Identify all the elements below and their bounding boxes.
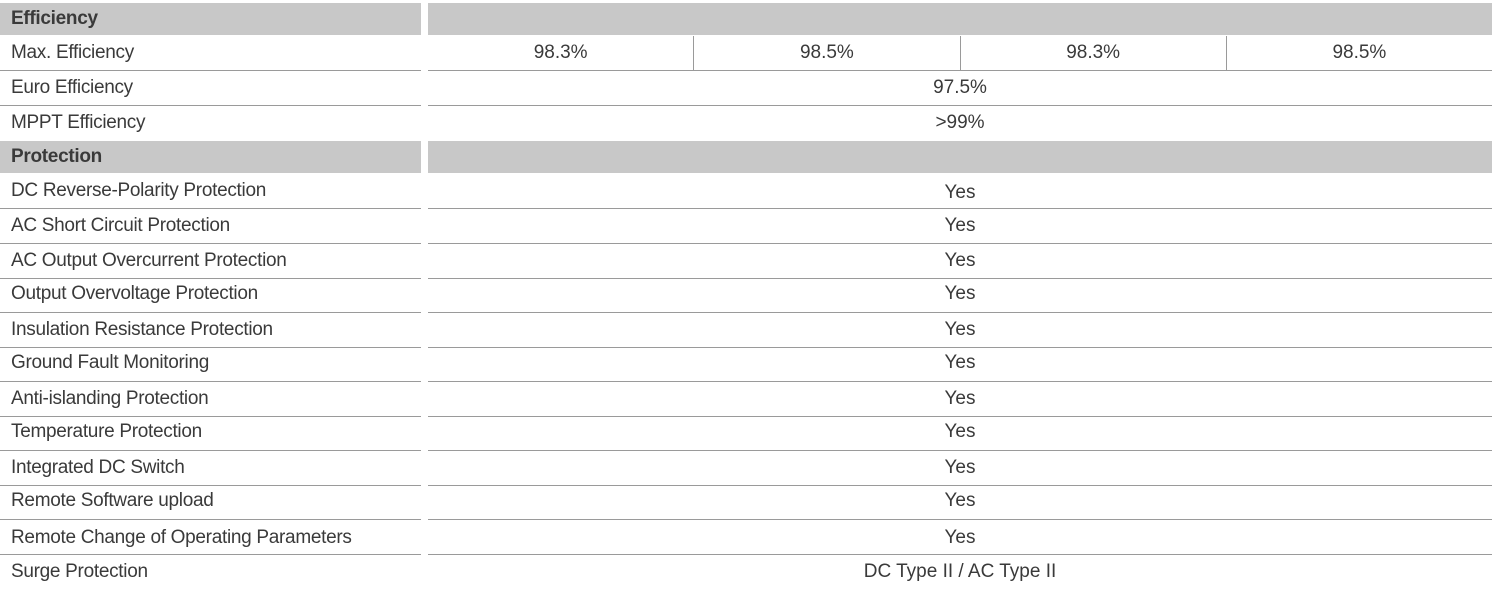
row-divider bbox=[428, 347, 1492, 348]
spec-row-temperature: Temperature Protection Yes bbox=[0, 417, 1494, 451]
spec-value: Yes bbox=[944, 352, 976, 373]
spec-row-max-efficiency: Max. Efficiency 98.3% 98.5% 98.3% 98.5% bbox=[0, 36, 1494, 70]
row-divider bbox=[0, 208, 421, 209]
spec-label: Ground Fault Monitoring bbox=[11, 352, 209, 373]
row-divider bbox=[0, 347, 421, 348]
spec-row-ac-short-circuit: AC Short Circuit Protection Yes bbox=[0, 209, 1494, 243]
spec-value: Yes bbox=[944, 215, 976, 236]
spec-value: Yes bbox=[944, 182, 976, 203]
row-divider bbox=[428, 485, 1492, 486]
value-cell: 98.3% bbox=[959, 36, 1226, 70]
row-divider bbox=[0, 70, 421, 71]
spec-row-insulation-resistance: Insulation Resistance Protection Yes bbox=[0, 313, 1494, 347]
spec-row-surge-protection: Surge Protection DC Type II / AC Type II bbox=[0, 555, 1494, 587]
value-cell: 98.5% bbox=[1225, 36, 1492, 70]
max-efficiency-values: 98.3% 98.5% 98.3% 98.5% bbox=[428, 36, 1492, 70]
row-divider bbox=[428, 70, 1492, 71]
spec-value: Yes bbox=[944, 457, 976, 478]
spec-label: AC Output Overcurrent Protection bbox=[11, 250, 287, 271]
spec-label: Output Overvoltage Protection bbox=[11, 283, 258, 304]
row-divider bbox=[0, 243, 421, 244]
row-divider bbox=[0, 278, 421, 279]
spec-label: Max. Efficiency bbox=[11, 42, 134, 63]
spec-value: Yes bbox=[944, 250, 976, 271]
section-header-fill bbox=[428, 3, 1492, 35]
spec-value: DC Type II / AC Type II bbox=[863, 561, 1057, 582]
spec-row-anti-islanding: Anti-islanding Protection Yes bbox=[0, 382, 1494, 416]
spec-label: DC Reverse-Polarity Protection bbox=[11, 180, 266, 201]
section-title: Efficiency bbox=[0, 3, 421, 35]
row-divider bbox=[428, 243, 1492, 244]
spec-value: 97.5% bbox=[933, 77, 987, 98]
spec-value: Yes bbox=[944, 283, 976, 304]
section-header-fill bbox=[428, 141, 1492, 173]
spec-value: >99% bbox=[935, 112, 985, 133]
row-divider bbox=[0, 416, 421, 417]
spec-label: Remote Software upload bbox=[11, 490, 214, 511]
spec-row-ac-output-overcurrent: AC Output Overcurrent Protection Yes bbox=[0, 244, 1494, 278]
spec-value: Yes bbox=[944, 388, 976, 409]
spec-label: Anti-islanding Protection bbox=[11, 388, 209, 409]
section-header-efficiency: Efficiency bbox=[0, 3, 1494, 35]
row-divider bbox=[0, 519, 421, 520]
value-cell: 98.3% bbox=[533, 42, 588, 63]
spec-value: Yes bbox=[944, 527, 976, 548]
row-divider bbox=[0, 485, 421, 486]
value-cell: 98.5% bbox=[693, 36, 959, 70]
spec-label: Remote Change of Operating Parameters bbox=[11, 527, 352, 548]
spec-row-remote-change-parameters: Remote Change of Operating Parameters Ye… bbox=[0, 520, 1494, 554]
spec-value: Yes bbox=[944, 319, 976, 340]
spec-row-dc-reverse-polarity: DC Reverse-Polarity Protection Yes bbox=[0, 174, 1494, 208]
section-title: Protection bbox=[0, 141, 421, 173]
spec-row-mppt-efficiency: MPPT Efficiency >99% bbox=[0, 106, 1494, 140]
row-divider bbox=[428, 208, 1492, 209]
row-divider bbox=[0, 312, 421, 313]
spec-label: Euro Efficiency bbox=[11, 77, 133, 98]
row-divider bbox=[428, 278, 1492, 279]
row-divider bbox=[0, 381, 421, 382]
spec-row-remote-software-upload: Remote Software upload Yes bbox=[0, 486, 1494, 520]
row-divider bbox=[428, 105, 1492, 106]
spec-row-ground-fault: Ground Fault Monitoring Yes bbox=[0, 348, 1494, 382]
row-divider bbox=[428, 416, 1492, 417]
spec-label: Temperature Protection bbox=[11, 421, 202, 442]
spec-label: Surge Protection bbox=[11, 561, 148, 582]
spec-row-output-overvoltage: Output Overvoltage Protection Yes bbox=[0, 279, 1494, 313]
row-divider bbox=[0, 554, 421, 555]
spec-label: MPPT Efficiency bbox=[11, 112, 146, 133]
spec-row-integrated-dc-switch: Integrated DC Switch Yes bbox=[0, 451, 1494, 485]
row-divider bbox=[428, 381, 1492, 382]
row-divider bbox=[428, 450, 1492, 451]
section-header-protection: Protection bbox=[0, 141, 1494, 173]
row-divider bbox=[0, 450, 421, 451]
spec-label: AC Short Circuit Protection bbox=[11, 215, 230, 236]
spec-row-euro-efficiency: Euro Efficiency 97.5% bbox=[0, 71, 1494, 105]
row-divider bbox=[428, 519, 1492, 520]
row-divider bbox=[428, 312, 1492, 313]
spec-value: Yes bbox=[944, 421, 976, 442]
row-divider bbox=[428, 554, 1492, 555]
spec-label: Insulation Resistance Protection bbox=[11, 319, 273, 340]
spec-value: Yes bbox=[944, 490, 976, 511]
row-divider bbox=[0, 105, 421, 106]
spec-label: Integrated DC Switch bbox=[11, 457, 185, 478]
